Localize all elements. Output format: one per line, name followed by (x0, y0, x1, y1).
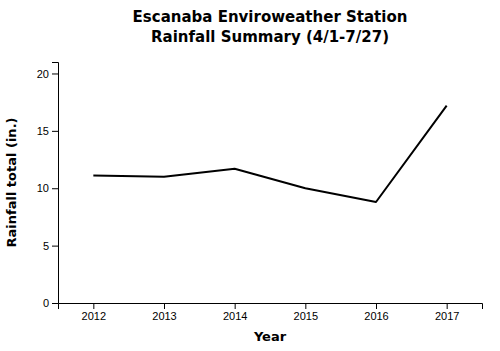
y-tick-mark (52, 131, 58, 132)
x-tick-label: 2015 (294, 310, 318, 322)
y-tick-label: 0 (43, 297, 49, 309)
y-tick-label: 10 (37, 182, 49, 194)
x-tick-label: 2012 (82, 310, 106, 322)
y-tick-mark (52, 188, 58, 189)
line (93, 106, 446, 202)
y-tick-mark (52, 303, 58, 304)
x-axis-title: Year (253, 329, 287, 344)
x-tick: 2012 (82, 303, 106, 322)
chart: 2012 2013 2014 2015 2016 2017 0 5 10 15 20 Escanaba… (0, 0, 500, 351)
title: Escanaba Enviroweather Station (133, 8, 408, 26)
x-tick-mark (305, 303, 306, 309)
x-axis-line (59, 304, 483, 310)
x-tick-mark (93, 303, 94, 309)
x-tick: 2013 (152, 303, 176, 322)
y-axis-title: Rainfall total (in.) (4, 117, 19, 247)
x-tick: 2016 (364, 303, 388, 322)
x-tick-label: 2013 (152, 310, 176, 322)
y-tick: 15 (37, 125, 58, 137)
x-tick-mark (447, 303, 448, 309)
y-tick-label: 20 (37, 67, 49, 79)
y-tick-mark (52, 246, 58, 247)
x-tick-mark (235, 303, 236, 309)
y-tick-mark (52, 73, 58, 74)
y-tick-label: 15 (37, 125, 49, 137)
x-tick-mark (164, 303, 165, 309)
y-tick: 5 (43, 240, 58, 252)
subtitle: Rainfall Summary (4/1-7/27) (151, 28, 389, 46)
x-tick-label: 2017 (435, 310, 459, 322)
y-tick: 20 (37, 67, 58, 79)
x-axis: 2012 2013 2014 2015 2016 2017 (59, 303, 483, 322)
y-axis: 0 5 10 15 20 (37, 63, 59, 310)
x-tick: 2015 (294, 303, 318, 322)
x-tick-mark (376, 303, 377, 309)
y-tick-label: 5 (43, 240, 49, 252)
plot-area: 2012 2013 2014 2015 2016 2017 0 5 10 15 20 (37, 63, 483, 322)
x-tick-label: 2014 (223, 310, 247, 322)
x-tick: 2014 (223, 303, 247, 322)
x-tick-label: 2016 (364, 310, 388, 322)
marks (93, 106, 446, 202)
y-tick: 10 (37, 182, 58, 194)
y-tick: 0 (43, 297, 58, 309)
y-axis-line (52, 63, 59, 304)
x-tick: 2017 (435, 303, 459, 322)
